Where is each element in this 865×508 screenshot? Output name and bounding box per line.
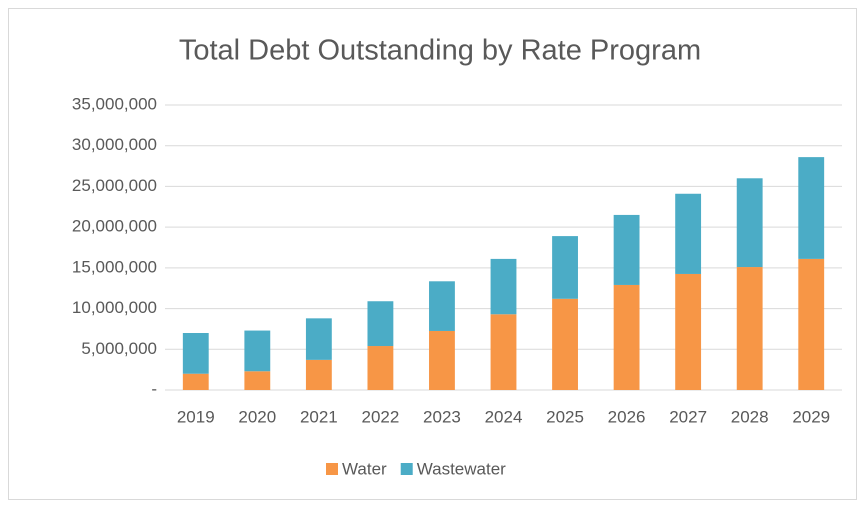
x-tick-label: 2023 bbox=[423, 407, 461, 426]
bar-segment bbox=[305, 318, 332, 360]
bar-segment bbox=[244, 371, 271, 390]
bar-segment bbox=[367, 301, 394, 347]
legend-label: Wastewater bbox=[417, 459, 506, 478]
x-tick-label: 2020 bbox=[238, 407, 276, 426]
bar-segment bbox=[182, 333, 209, 374]
y-tick-label: 25,000,000 bbox=[72, 176, 157, 195]
bar-segment bbox=[429, 330, 455, 390]
x-tick-label: 2025 bbox=[546, 407, 584, 426]
y-tick-label: 5,000,000 bbox=[81, 339, 157, 358]
bar-segment bbox=[490, 258, 517, 315]
bar-segment bbox=[182, 373, 209, 390]
y-tick-label: 10,000,000 bbox=[72, 298, 157, 317]
x-tick-label: 2021 bbox=[300, 407, 338, 426]
bar-segment bbox=[613, 284, 640, 390]
x-tick-label: 2019 bbox=[177, 407, 215, 426]
x-tick-label: 2027 bbox=[669, 407, 707, 426]
bar-segment bbox=[552, 298, 578, 390]
y-tick-label: 15,000,000 bbox=[72, 257, 157, 276]
bar-segment bbox=[552, 236, 578, 299]
legend-label: Water bbox=[342, 459, 387, 478]
y-tick-label: 20,000,000 bbox=[72, 217, 157, 236]
legend-swatch bbox=[400, 463, 413, 475]
x-tick-label: 2026 bbox=[608, 407, 646, 426]
x-tick-label: 2024 bbox=[485, 407, 523, 426]
bar-segment bbox=[490, 314, 517, 390]
bar-segment bbox=[798, 258, 825, 390]
bar-segment bbox=[675, 193, 702, 274]
bar-segment bbox=[675, 273, 702, 390]
x-tick-label: 2022 bbox=[361, 407, 399, 426]
y-tick-label: 30,000,000 bbox=[72, 135, 157, 154]
chart-title: Total Debt Outstanding by Rate Program bbox=[179, 35, 701, 67]
x-tick-label: 2029 bbox=[792, 407, 830, 426]
y-tick-label: - bbox=[151, 379, 157, 398]
chart-border bbox=[8, 8, 857, 500]
x-tick-label: 2028 bbox=[731, 407, 769, 426]
bar-segment bbox=[613, 214, 640, 285]
bar-segment bbox=[429, 281, 455, 331]
bar-segment bbox=[244, 330, 271, 372]
bar-segment bbox=[736, 178, 763, 268]
bar-segment bbox=[798, 157, 825, 259]
bar-segment bbox=[305, 359, 332, 390]
bar-segment bbox=[367, 346, 394, 390]
legend-swatch bbox=[326, 463, 338, 475]
bar-segment bbox=[736, 267, 763, 390]
y-tick-label: 35,000,000 bbox=[72, 94, 157, 113]
